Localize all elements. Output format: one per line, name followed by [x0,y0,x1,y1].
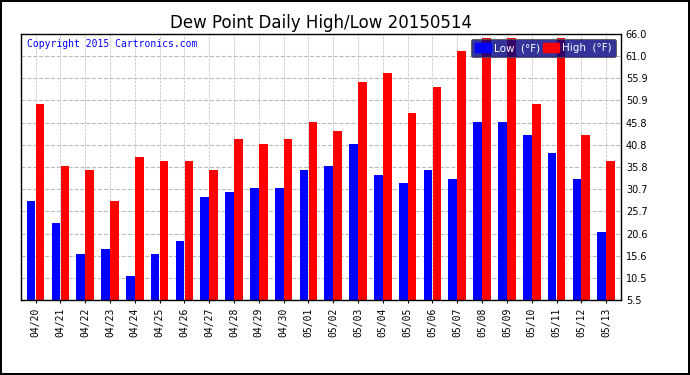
Bar [61,166,69,324]
Bar [234,140,243,324]
Title: Dew Point Daily High/Low 20150514: Dew Point Daily High/Low 20150514 [170,14,472,32]
Bar [126,276,135,324]
Bar [308,122,317,324]
Bar [573,179,581,324]
Bar [225,192,234,324]
Bar [374,175,383,324]
Legend: Low  (°F), High  (°F): Low (°F), High (°F) [471,39,615,57]
Bar [358,82,367,324]
Bar [275,188,284,324]
Bar [399,183,408,324]
Bar [77,254,85,324]
Bar [259,144,268,324]
Bar [209,170,218,324]
Bar [200,196,209,324]
Bar [349,144,358,324]
Bar [532,104,540,324]
Bar [299,170,308,324]
Bar [284,140,293,324]
Bar [433,87,442,324]
Bar [333,130,342,324]
Bar [482,38,491,324]
Bar [448,179,457,324]
Bar [408,113,417,324]
Bar [598,232,606,324]
Bar [110,201,119,324]
Bar [160,161,168,324]
Bar [52,223,60,324]
Bar [151,254,159,324]
Bar [507,38,515,324]
Bar [135,157,144,324]
Bar [523,135,531,324]
Bar [557,38,565,324]
Bar [184,161,193,324]
Bar [27,201,35,324]
Bar [383,74,392,324]
Bar [582,135,590,324]
Text: Copyright 2015 Cartronics.com: Copyright 2015 Cartronics.com [27,39,197,49]
Bar [324,166,333,324]
Bar [250,188,259,324]
Bar [548,153,556,324]
Bar [86,170,94,324]
Bar [457,51,466,324]
Bar [498,122,506,324]
Bar [473,122,482,324]
Bar [176,241,184,324]
Bar [101,249,110,324]
Bar [607,161,615,324]
Bar [36,104,44,324]
Bar [424,170,433,324]
